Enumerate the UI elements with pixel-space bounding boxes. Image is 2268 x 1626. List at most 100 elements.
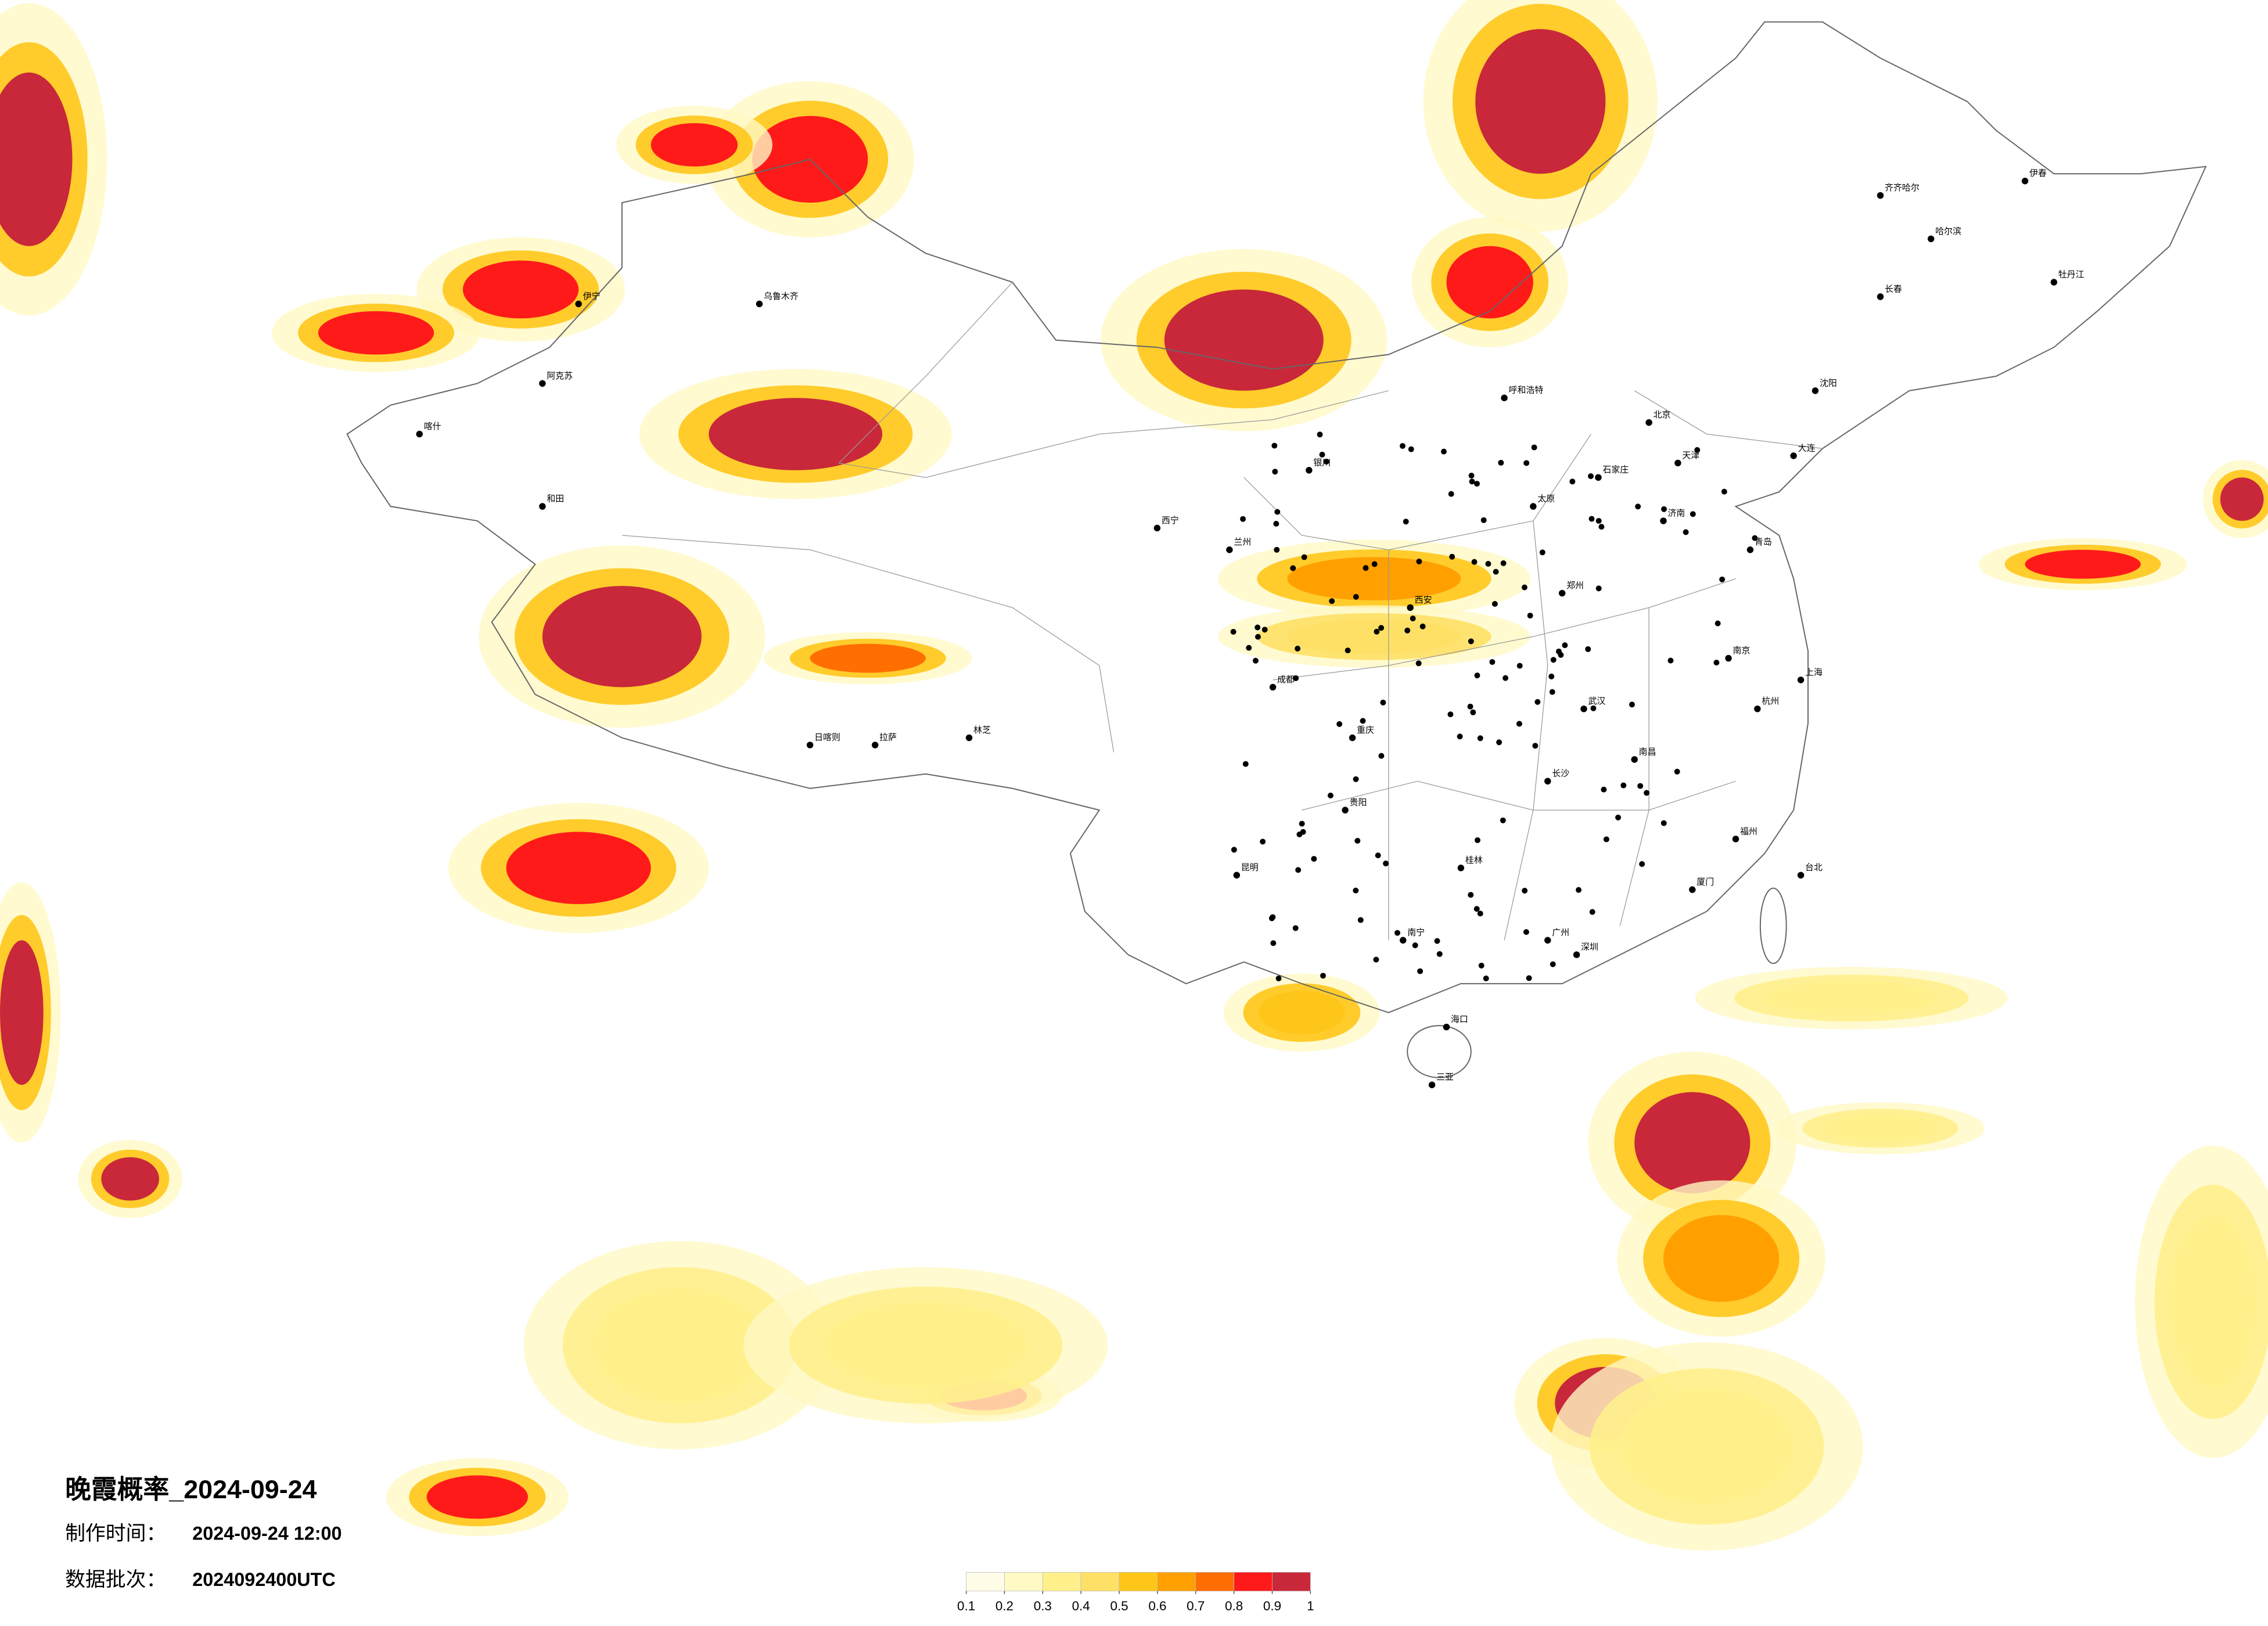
station-dot [1721, 488, 1727, 495]
city-dot [1631, 756, 1638, 763]
station-dot [1317, 431, 1323, 438]
city-label: 大连 [1798, 443, 1816, 453]
city-label: 昆明 [1241, 863, 1259, 873]
field-core [1287, 619, 1461, 654]
city-label: 武汉 [1588, 696, 1605, 706]
station-dot [1449, 553, 1455, 560]
city-label: 天津 [1682, 451, 1699, 461]
station-dot [1477, 735, 1483, 742]
station-dot [1639, 861, 1645, 867]
station-dot [1569, 479, 1576, 485]
station-dot [1240, 516, 1246, 522]
city-dot [1877, 192, 1884, 199]
city-dot [1342, 807, 1349, 814]
city-dot [1754, 705, 1761, 713]
city-label: 重庆 [1357, 725, 1374, 735]
field-core [1620, 1388, 1794, 1505]
station-dot [1403, 519, 1409, 525]
field-core [542, 586, 702, 688]
station-dot [1419, 623, 1426, 629]
station-dot [1661, 506, 1667, 512]
station-dot [1549, 689, 1555, 695]
station-dot [1290, 565, 1296, 571]
station-dot [1589, 909, 1595, 915]
colorbar-box [966, 1572, 1005, 1592]
station-dot [1273, 520, 1279, 527]
colorbar-box [1234, 1572, 1273, 1592]
station-dot [1268, 915, 1275, 922]
city-label: 三亚 [1436, 1073, 1454, 1082]
city-label: 太原 [1537, 494, 1555, 504]
colorbar-tick-label: 1 [1307, 1599, 1314, 1613]
station-dot [1375, 852, 1381, 858]
city-label: 伊春 [2029, 168, 2047, 178]
city-label: 厦门 [1696, 877, 1714, 887]
city-label: 齐齐哈尔 [1885, 183, 1920, 193]
field-core [2025, 549, 2141, 579]
station-dot [1353, 593, 1359, 600]
station-dot [1660, 820, 1667, 826]
city-dot [1877, 293, 1884, 300]
city-label: 西安 [1415, 595, 1432, 605]
station-dot [1468, 473, 1475, 479]
station-dot [1255, 634, 1261, 640]
station-dot [1408, 446, 1414, 452]
city-dot [1645, 419, 1652, 426]
station-dot [1539, 549, 1545, 556]
city-dot [1407, 604, 1414, 611]
city-dot [1544, 778, 1551, 785]
station-dot [1371, 561, 1378, 567]
station-dot [1503, 675, 1509, 681]
field-core [462, 260, 579, 319]
station-dot [1415, 660, 1422, 667]
city-dot [1660, 517, 1667, 524]
city-dot [1558, 589, 1566, 597]
station-dot [1301, 554, 1307, 560]
field-core [1475, 29, 1606, 174]
city-dot [416, 430, 423, 438]
station-dot [1434, 938, 1440, 944]
city-dot [1428, 1081, 1436, 1088]
city-dot [1732, 836, 1739, 843]
station-dot [1527, 613, 1533, 619]
station-dot [1489, 659, 1496, 665]
city-dot [1689, 886, 1696, 893]
city-dot [1595, 474, 1602, 481]
station-dot [1595, 585, 1602, 592]
city-dot [1746, 546, 1754, 553]
field-core [1822, 1114, 1939, 1143]
colorbar-tick-label: 0.6 [1148, 1599, 1166, 1613]
station-dot [1629, 702, 1635, 708]
field-core [318, 311, 434, 355]
station-dot [1498, 459, 1504, 466]
station-dot [1601, 786, 1607, 793]
station-dot [1378, 625, 1385, 631]
station-dot [1491, 600, 1498, 607]
colorbar-tick-label: 0.7 [1187, 1599, 1205, 1613]
city-dot [1269, 684, 1277, 691]
colorbar-tick-label: 0.3 [1034, 1599, 1052, 1613]
field-core [2220, 477, 2264, 521]
station-dot [1550, 657, 1557, 663]
station-dot [1532, 743, 1539, 749]
station-dot [1550, 961, 1556, 967]
city-label: 海口 [1451, 1015, 1468, 1024]
station-dot [1311, 855, 1317, 862]
city-label: 贵阳 [1350, 798, 1367, 808]
station-dot [1523, 460, 1530, 466]
station-dot [1473, 906, 1480, 912]
station-dot [1436, 951, 1443, 957]
station-dot [1694, 447, 1701, 453]
station-dot [1274, 546, 1280, 553]
station-dot [1416, 558, 1422, 564]
station-dot [1468, 891, 1474, 898]
city-label: 深圳 [1581, 942, 1598, 952]
station-dot [1448, 491, 1454, 497]
city-dot [575, 300, 582, 308]
station-dot [1531, 444, 1537, 451]
city-label: 长春 [1885, 284, 1902, 294]
station-dot [1522, 887, 1528, 894]
made-time: 2024-09-24 12:00 [192, 1523, 342, 1544]
station-dot [1500, 560, 1507, 566]
